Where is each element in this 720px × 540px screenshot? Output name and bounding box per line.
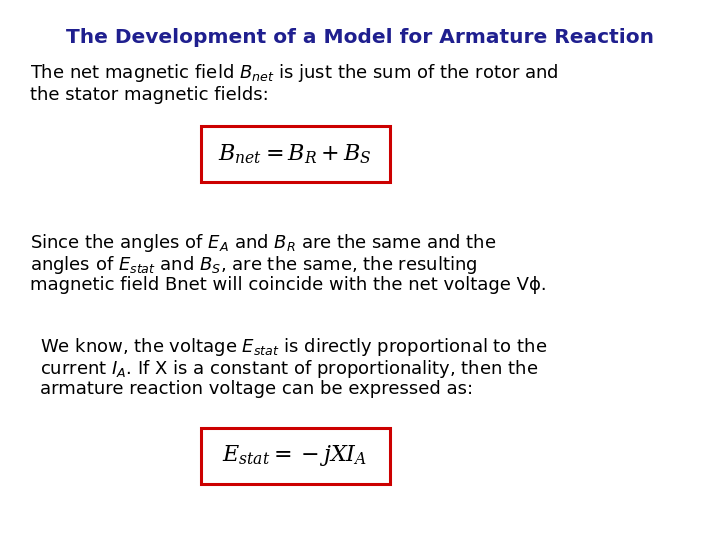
Text: $E_{stat} = -jXI_A$: $E_{stat} = -jXI_A$ bbox=[222, 443, 367, 469]
Text: armature reaction voltage can be expressed as:: armature reaction voltage can be express… bbox=[40, 380, 473, 398]
Text: angles of $E_{stat}$ and $B_S$, are the same, the resulting: angles of $E_{stat}$ and $B_S$, are the … bbox=[30, 254, 477, 276]
Text: Since the angles of $E_A$ and $B_R$ are the same and the: Since the angles of $E_A$ and $B_R$ are … bbox=[30, 232, 496, 254]
Text: current $I_A$. If X is a constant of proportionality, then the: current $I_A$. If X is a constant of pro… bbox=[40, 358, 538, 380]
Text: $B_{net} = B_R + B_S$: $B_{net} = B_R + B_S$ bbox=[218, 142, 372, 166]
Text: We know, the voltage $E_{stat}$ is directly proportional to the: We know, the voltage $E_{stat}$ is direc… bbox=[40, 336, 547, 358]
Text: The net magnetic field $B_{net}$ is just the sum of the rotor and: The net magnetic field $B_{net}$ is just… bbox=[30, 62, 559, 84]
FancyBboxPatch shape bbox=[200, 126, 390, 182]
FancyBboxPatch shape bbox=[200, 428, 390, 484]
Text: magnetic field Bnet will coincide with the net voltage Vϕ.: magnetic field Bnet will coincide with t… bbox=[30, 276, 546, 294]
Text: The Development of a Model for Armature Reaction: The Development of a Model for Armature … bbox=[66, 28, 654, 47]
Text: the stator magnetic fields:: the stator magnetic fields: bbox=[30, 86, 269, 104]
